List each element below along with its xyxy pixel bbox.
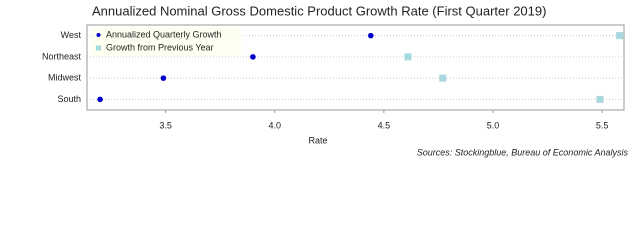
page: Annualized Nominal Gross Domestic Produc… xyxy=(41,3,629,158)
marker xyxy=(367,32,374,39)
marker xyxy=(404,53,412,61)
x-tick-label: 4.5 xyxy=(378,120,391,130)
y-tick-label: Midwest xyxy=(48,73,82,83)
marker xyxy=(250,54,256,60)
source: Sources: Stockingblue, Bureau of Economi… xyxy=(417,147,629,157)
y-tick-label: West xyxy=(61,30,82,40)
legend-marker xyxy=(96,45,101,51)
marker xyxy=(616,32,624,40)
marker xyxy=(596,95,604,103)
marker xyxy=(439,74,447,82)
x-tick-label: 4.0 xyxy=(268,120,281,130)
chart: Annualized Nominal Gross Domestic Produc… xyxy=(42,3,629,157)
legend-label: Annualized Quarterly Growth xyxy=(106,29,222,39)
x-axis-label: Rate xyxy=(308,135,327,145)
x-tick-label: 3.5 xyxy=(159,120,172,130)
marker xyxy=(160,75,167,81)
legend-box xyxy=(91,28,241,56)
x-tick-label: 5.0 xyxy=(487,120,500,130)
marker xyxy=(97,96,103,103)
chart-title: Annualized Nominal Gross Domestic Produc… xyxy=(92,3,546,18)
y-tick-label: South xyxy=(57,94,81,104)
legend-label: Growth from Previous Year xyxy=(106,42,214,52)
y-tick-label: Northeast xyxy=(42,51,82,61)
x-tick-label: 5.5 xyxy=(596,120,609,130)
legend-marker xyxy=(96,33,101,37)
